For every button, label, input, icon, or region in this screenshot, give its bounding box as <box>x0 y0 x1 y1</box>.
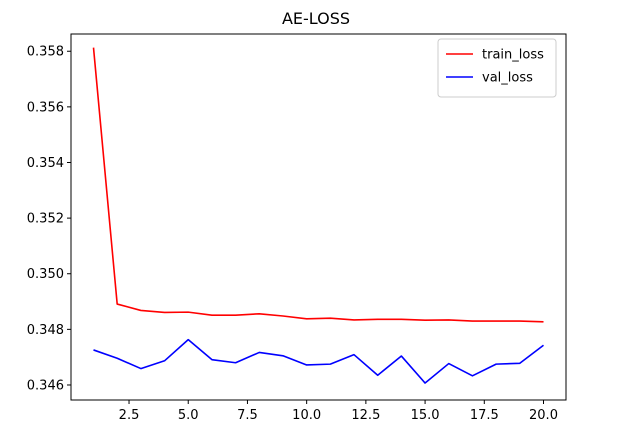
series-lines <box>92 47 544 384</box>
legend-label-train_loss: train_loss <box>482 48 544 63</box>
x-tick-label: 10.0 <box>292 408 321 423</box>
y-tick-label: 0.352 <box>27 212 64 227</box>
x-tick-label: 7.5 <box>237 408 258 423</box>
x-tick-label: 15.0 <box>411 408 440 423</box>
legend: train_loss val_loss <box>437 38 557 98</box>
x-tick-label: 5.0 <box>178 408 199 423</box>
y-tick-label: 0.346 <box>27 378 64 393</box>
chart-title: AE-LOSS <box>282 9 350 28</box>
x-tick-label: 17.5 <box>470 408 499 423</box>
y-tick-label: 0.356 <box>27 100 64 115</box>
y-tick-label: 0.350 <box>27 267 64 282</box>
x-tick-label: 2.5 <box>119 408 140 423</box>
plot-frame <box>70 33 567 401</box>
x-tick-label: 12.5 <box>351 408 380 423</box>
y-tick-label: 0.358 <box>27 45 64 60</box>
axes: 2.5 5.0 7.5 10.0 12.5 15.0 17.5 20.0 0.346 0.348 0… <box>27 33 567 423</box>
series-line-val_loss <box>93 338 544 384</box>
series-line-train_loss <box>92 47 544 323</box>
y-tick-label: 0.348 <box>27 323 64 338</box>
y-tick-label: 0.354 <box>27 156 64 171</box>
legend-label-val_loss: val_loss <box>482 71 533 86</box>
x-tick-label: 20.0 <box>529 408 558 423</box>
